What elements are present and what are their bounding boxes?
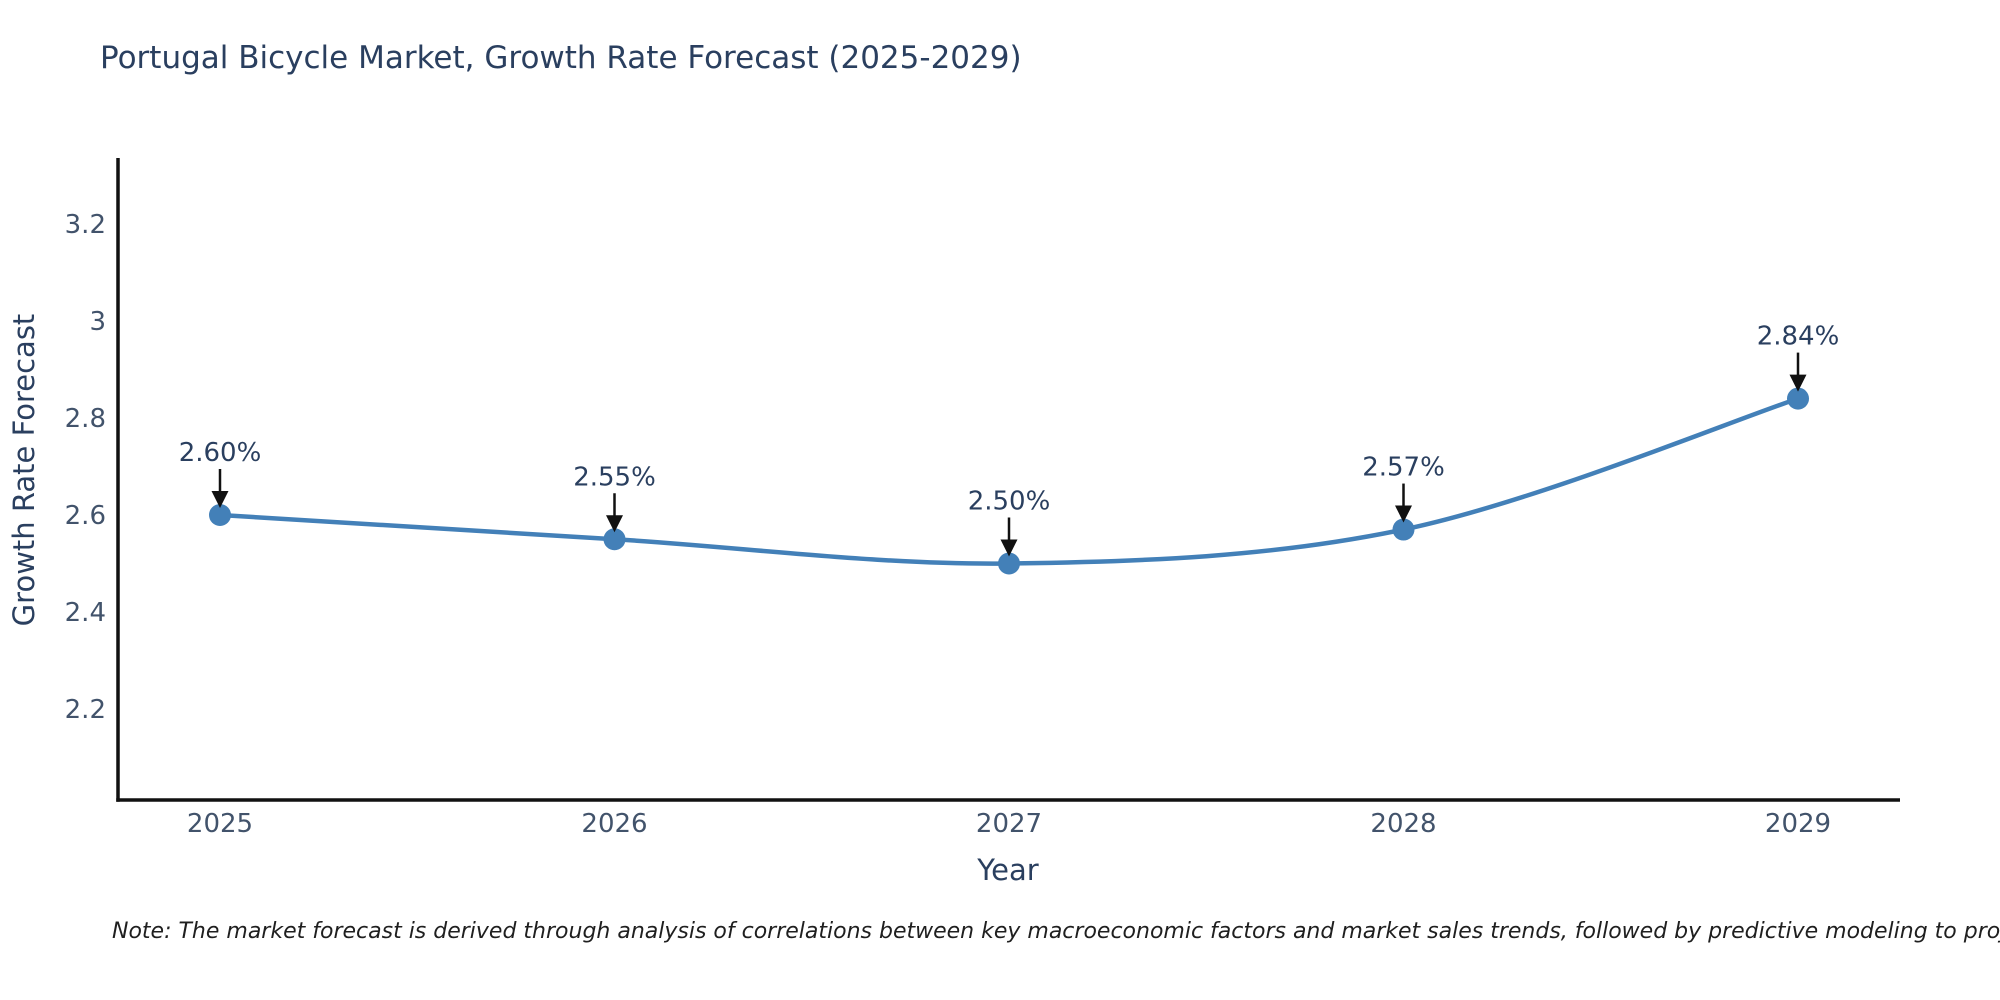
- data-point-marker[interactable]: [998, 552, 1020, 575]
- chart-footnote: Note: The market forecast is derived thr…: [112, 919, 2000, 944]
- annotation-arrowhead: [1789, 374, 1807, 392]
- y-tick-label: 2.2: [65, 695, 106, 725]
- annotation-label: 2.55%: [573, 462, 656, 492]
- data-point-marker[interactable]: [209, 504, 231, 526]
- y-tick-label: 3: [89, 307, 106, 337]
- data-point-marker[interactable]: [603, 528, 626, 551]
- annotation-label: 2.84%: [1757, 322, 1840, 352]
- data-point-marker[interactable]: [1392, 518, 1415, 541]
- annotation-arrowhead: [211, 491, 229, 508]
- y-tick-label: 3.2: [65, 210, 106, 240]
- x-tick-label: 2025: [187, 809, 253, 839]
- x-tick-label: 2026: [581, 809, 647, 839]
- y-tick-label: 2.6: [65, 501, 106, 531]
- annotation-label: 2.60%: [179, 438, 262, 468]
- chart-title: Portugal Bicycle Market, Growth Rate For…: [100, 40, 1022, 76]
- x-tick-label: 2029: [1765, 809, 1831, 839]
- x-tick-label: 2028: [1370, 809, 1436, 839]
- annotation-arrowhead: [1000, 539, 1018, 557]
- annotation-label: 2.50%: [968, 487, 1051, 517]
- y-tick-label: 2.8: [65, 404, 106, 434]
- data-point-marker[interactable]: [1787, 387, 1809, 410]
- annotation-arrowhead: [1395, 505, 1412, 523]
- annotation-label: 2.57%: [1362, 453, 1445, 483]
- y-tick-label: 2.4: [65, 598, 106, 628]
- axes: [116, 158, 1900, 802]
- x-tick-label: 2027: [976, 809, 1042, 839]
- x-axis-title: Year: [976, 853, 1038, 887]
- plot-area: 2.2 2.4 2.6 2.8 3 3.2 2025 2026 2027 2028 2029 2.60…: [65, 210, 1840, 839]
- annotation-arrowhead: [606, 515, 623, 533]
- y-axis-title: Growth Rate Forecast: [7, 314, 41, 627]
